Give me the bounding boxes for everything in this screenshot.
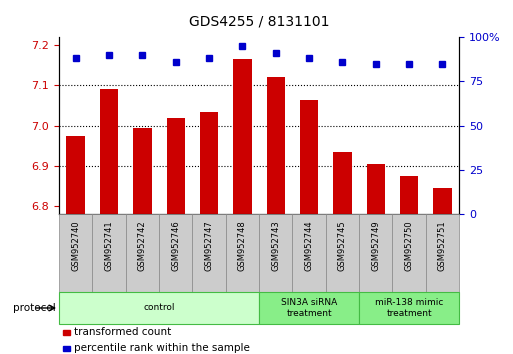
- Text: SIN3A siRNA
treatment: SIN3A siRNA treatment: [281, 298, 337, 318]
- Text: GSM952743: GSM952743: [271, 221, 280, 271]
- Text: GSM952741: GSM952741: [105, 221, 113, 271]
- Text: protocol: protocol: [13, 303, 55, 313]
- Text: GSM952749: GSM952749: [371, 221, 380, 271]
- Bar: [359, 292, 459, 324]
- Text: GSM952751: GSM952751: [438, 221, 447, 271]
- Bar: [367, 164, 385, 214]
- Bar: [259, 292, 359, 324]
- Text: GDS4255 / 8131101: GDS4255 / 8131101: [189, 14, 329, 28]
- Bar: [226, 214, 259, 292]
- Bar: [400, 176, 418, 214]
- Text: GSM952742: GSM952742: [138, 221, 147, 271]
- Bar: [233, 59, 251, 214]
- Bar: [167, 118, 185, 214]
- Bar: [59, 292, 259, 324]
- Bar: [359, 214, 392, 292]
- Bar: [259, 214, 292, 292]
- Bar: [300, 99, 318, 214]
- Bar: [333, 152, 351, 214]
- Text: GSM952747: GSM952747: [205, 221, 213, 271]
- Bar: [59, 214, 92, 292]
- Bar: [392, 214, 426, 292]
- Text: GSM952748: GSM952748: [238, 221, 247, 271]
- Text: control: control: [143, 303, 175, 313]
- Bar: [326, 214, 359, 292]
- Text: GSM952746: GSM952746: [171, 221, 180, 271]
- Bar: [200, 112, 218, 214]
- Text: percentile rank within the sample: percentile rank within the sample: [74, 343, 250, 353]
- Text: transformed count: transformed count: [74, 327, 172, 337]
- Bar: [433, 188, 451, 214]
- Bar: [133, 128, 151, 214]
- Bar: [67, 136, 85, 214]
- Text: GSM952744: GSM952744: [305, 221, 313, 271]
- Bar: [267, 78, 285, 214]
- Bar: [100, 90, 118, 214]
- Bar: [92, 214, 126, 292]
- Bar: [126, 214, 159, 292]
- Bar: [292, 214, 326, 292]
- Bar: [192, 214, 226, 292]
- Bar: [159, 214, 192, 292]
- Text: miR-138 mimic
treatment: miR-138 mimic treatment: [375, 298, 443, 318]
- Bar: [426, 214, 459, 292]
- Text: GSM952740: GSM952740: [71, 221, 80, 271]
- Text: GSM952750: GSM952750: [405, 221, 413, 271]
- Text: GSM952745: GSM952745: [338, 221, 347, 271]
